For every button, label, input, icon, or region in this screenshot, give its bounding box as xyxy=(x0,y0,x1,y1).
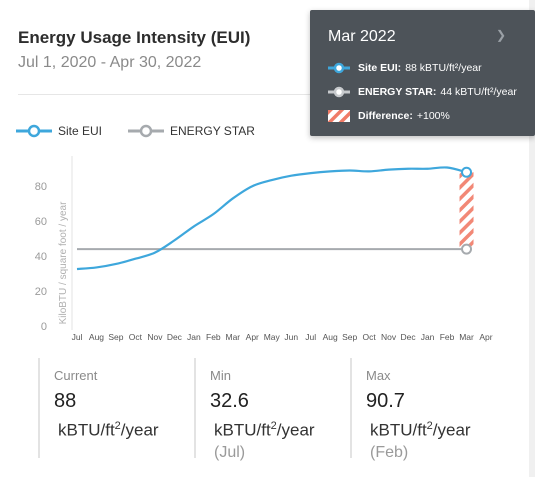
energy-star-line-icon xyxy=(328,86,350,98)
x-tick-label: Apr xyxy=(479,332,492,342)
x-tick-label: Nov xyxy=(381,332,397,342)
stat-max-unit: kBTU/ft2/year xyxy=(370,420,471,440)
y-tick-label: 80 xyxy=(35,181,47,193)
legend-site-eui[interactable]: Site EUI xyxy=(16,124,102,138)
stat-max-value: 90.7 xyxy=(366,390,405,412)
x-tick-label: Mar xyxy=(459,332,474,342)
x-tick-label: Jul xyxy=(72,332,83,342)
stat-min-label: Min xyxy=(210,368,231,383)
difference-hatch-icon xyxy=(328,110,350,122)
energy-star-point xyxy=(461,243,473,255)
x-tick-label: Nov xyxy=(147,332,163,342)
stat-divider xyxy=(38,358,40,458)
difference-area xyxy=(459,172,474,250)
stat-max-label: Max xyxy=(366,368,391,383)
divider xyxy=(18,94,523,95)
stat-min-unit: kBTU/ft2/year xyxy=(214,420,315,440)
x-tick-label: Mar xyxy=(225,332,240,342)
stat-max: Max 90.7 kBTU/ft2/year (Feb) xyxy=(350,358,506,468)
energy-star-line-icon xyxy=(128,124,165,138)
chevron-down-icon[interactable]: ❯ xyxy=(496,28,507,42)
y-axis-title: KiloBTU / square foot / year xyxy=(58,201,69,325)
legend: Site EUI ENERGY STAR xyxy=(16,124,273,138)
stat-current-value: 88 xyxy=(54,390,77,412)
x-tick-label: Jan xyxy=(187,332,201,342)
x-tick-label: Apr xyxy=(246,332,259,342)
stat-max-month: (Feb) xyxy=(370,444,409,461)
x-tick-label: Jun xyxy=(284,332,298,342)
tooltip-row-site-eui: Site EUI: 88 kBTU/ft²/year xyxy=(328,62,482,74)
tooltip-diff-value: +100% xyxy=(416,110,450,122)
x-tick-label: Aug xyxy=(89,332,104,342)
y-tick-label: 20 xyxy=(35,286,47,298)
tooltip-es-value: 44 kBTU/ft²/year xyxy=(440,86,517,98)
tooltip-title: Mar 2022 xyxy=(328,28,396,45)
x-tick-label: Jan xyxy=(421,332,435,342)
stats-panel: Current 88 kBTU/ft2/year Min 32.6 kBTU/f… xyxy=(38,358,508,468)
x-tick-label: Oct xyxy=(129,332,143,342)
stat-divider xyxy=(194,358,196,458)
y-tick-label: 60 xyxy=(35,216,47,228)
stat-current-unit: kBTU/ft2/year xyxy=(58,420,159,440)
x-tick-label: Dec xyxy=(167,332,183,342)
tooltip-site-label: Site EUI: xyxy=(358,62,402,74)
stat-min-value: 32.6 xyxy=(210,390,249,412)
series-lines xyxy=(76,166,467,271)
chart-title: Energy Usage Intensity (EUI) xyxy=(18,28,251,47)
highlight-markers xyxy=(461,166,473,255)
x-tick-label: Sep xyxy=(108,332,123,342)
tooltip-diff-label: Difference: xyxy=(358,110,413,122)
x-tick-label: Feb xyxy=(440,332,455,342)
stat-current: Current 88 kBTU/ft2/year xyxy=(38,358,194,468)
x-tick-label: Aug xyxy=(323,332,338,342)
x-tick-label: Sep xyxy=(342,332,357,342)
tooltip-es-label: ENERGY STAR: xyxy=(358,86,437,98)
legend-energy-star[interactable]: ENERGY STAR xyxy=(128,124,255,138)
stat-min-month: (Jul) xyxy=(214,444,246,461)
stat-divider xyxy=(350,358,352,458)
stat-min: Min 32.6 kBTU/ft2/year (Jul) xyxy=(194,358,350,468)
x-tick-label: Oct xyxy=(363,332,377,342)
site-eui-line-icon xyxy=(16,124,52,138)
chart-tooltip: Mar 2022 ❯ Site EUI: 88 kBTU/ft²/year EN… xyxy=(310,10,535,136)
stat-current-label: Current xyxy=(54,368,98,383)
difference-bar xyxy=(459,172,474,250)
y-tick-label: 40 xyxy=(35,251,47,263)
x-tick-label: Jul xyxy=(305,332,316,342)
date-range: Jul 1, 2020 - Apr 30, 2022 xyxy=(18,54,202,71)
site-eui-point xyxy=(461,166,473,178)
x-tick-label: Feb xyxy=(206,332,221,342)
legend-energy-star-label: ENERGY STAR xyxy=(170,124,255,138)
scroll-gutter xyxy=(529,0,535,477)
x-tick-label: May xyxy=(264,332,281,342)
x-tick-label: Dec xyxy=(401,332,417,342)
tooltip-site-value: 88 kBTU/ft²/year xyxy=(405,62,482,74)
y-tick-label: 0 xyxy=(41,321,47,333)
site-eui-line xyxy=(76,166,467,271)
site-eui-line-icon xyxy=(328,62,350,74)
tooltip-row-energy-star: ENERGY STAR: 44 kBTU/ft²/year xyxy=(328,86,517,98)
tooltip-row-difference: Difference: +100% xyxy=(328,110,450,122)
legend-site-eui-label: Site EUI xyxy=(58,124,103,138)
